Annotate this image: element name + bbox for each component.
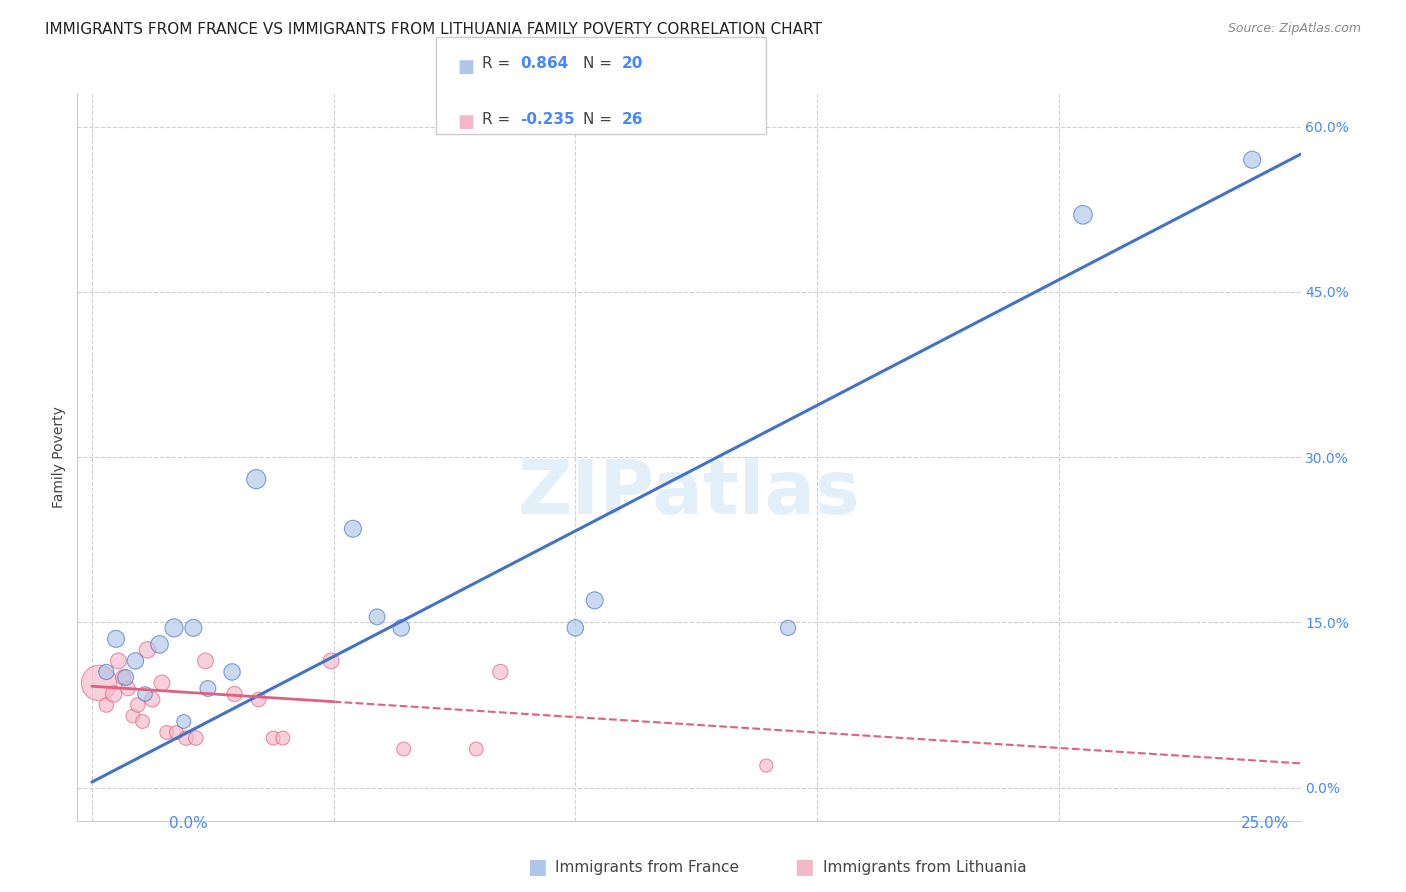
Point xyxy=(366,610,388,624)
Point xyxy=(156,725,179,739)
Text: 0.0%: 0.0% xyxy=(169,816,208,831)
Point xyxy=(148,637,170,651)
Text: R =: R = xyxy=(482,112,516,127)
Text: ■: ■ xyxy=(457,113,474,131)
Point xyxy=(271,731,294,745)
Text: 25.0%: 25.0% xyxy=(1241,816,1289,831)
Point xyxy=(321,654,343,668)
Text: ■: ■ xyxy=(794,857,814,877)
Point xyxy=(583,593,606,607)
Text: IMMIGRANTS FROM FRANCE VS IMMIGRANTS FROM LITHUANIA FAMILY POVERTY CORRELATION C: IMMIGRANTS FROM FRANCE VS IMMIGRANTS FRO… xyxy=(45,22,823,37)
Text: -0.235: -0.235 xyxy=(520,112,575,127)
Text: 20: 20 xyxy=(621,56,643,71)
Y-axis label: Family Poverty: Family Poverty xyxy=(52,406,66,508)
Text: ZIPatlas: ZIPatlas xyxy=(517,457,860,530)
Point xyxy=(127,698,149,712)
Point xyxy=(342,522,364,536)
Point xyxy=(183,621,205,635)
Point xyxy=(1071,208,1094,222)
Text: 0.864: 0.864 xyxy=(520,56,568,71)
Point xyxy=(141,692,163,706)
Point xyxy=(776,621,799,635)
Point xyxy=(117,681,139,696)
Point xyxy=(564,621,586,635)
Point xyxy=(389,621,412,635)
Text: Immigrants from Lithuania: Immigrants from Lithuania xyxy=(823,860,1026,874)
Point xyxy=(221,665,243,679)
Point xyxy=(112,670,135,684)
Point xyxy=(247,692,270,706)
Text: N =: N = xyxy=(583,56,617,71)
Text: R =: R = xyxy=(482,56,516,71)
Text: 26: 26 xyxy=(621,112,643,127)
Point xyxy=(173,714,195,729)
Point xyxy=(134,687,156,701)
Point xyxy=(197,681,219,696)
Point xyxy=(245,472,267,486)
Point xyxy=(114,670,136,684)
Point xyxy=(87,676,110,690)
Point xyxy=(131,714,153,729)
Point xyxy=(262,731,284,745)
Point xyxy=(489,665,512,679)
Point xyxy=(755,758,778,772)
Point xyxy=(105,632,128,646)
Text: N =: N = xyxy=(583,112,617,127)
Point xyxy=(124,654,146,668)
Point xyxy=(163,621,186,635)
Point xyxy=(165,725,187,739)
Point xyxy=(194,654,217,668)
Point xyxy=(107,654,129,668)
Point xyxy=(150,676,173,690)
Point xyxy=(392,742,415,756)
Point xyxy=(96,698,118,712)
Text: Source: ZipAtlas.com: Source: ZipAtlas.com xyxy=(1227,22,1361,36)
Point xyxy=(184,731,207,745)
Point xyxy=(224,687,246,701)
Text: ■: ■ xyxy=(527,857,547,877)
Point xyxy=(465,742,488,756)
Text: ■: ■ xyxy=(457,58,474,76)
Point xyxy=(103,687,125,701)
Point xyxy=(1241,153,1264,167)
Text: Immigrants from France: Immigrants from France xyxy=(555,860,740,874)
Point xyxy=(136,643,159,657)
Point xyxy=(122,709,145,723)
Point xyxy=(96,665,118,679)
Point xyxy=(174,731,197,745)
